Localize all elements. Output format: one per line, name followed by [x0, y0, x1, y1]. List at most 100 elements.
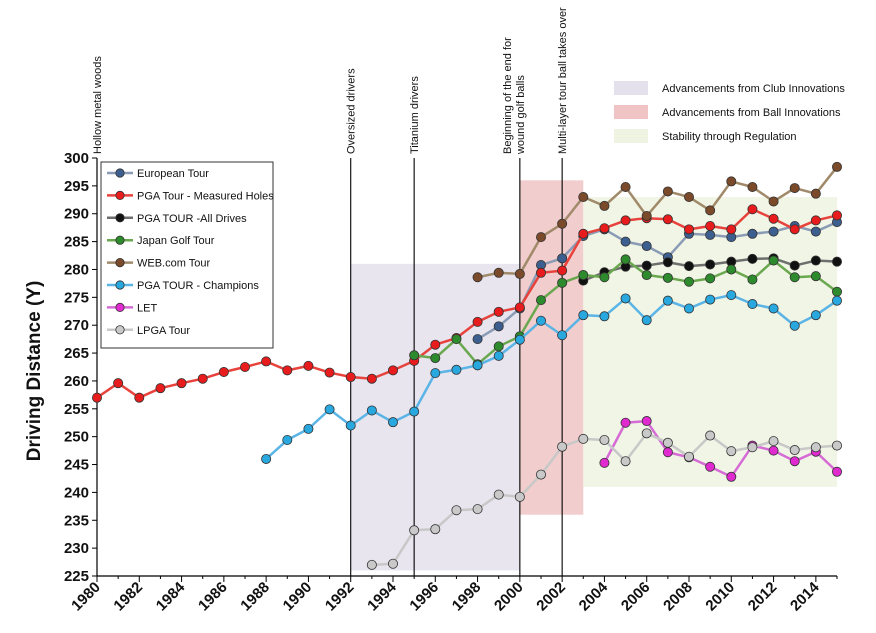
data-point — [810, 442, 821, 453]
data-point — [451, 364, 462, 375]
zone-legend-label-0: Advancements from Club Innovations — [662, 83, 845, 95]
data-point — [493, 306, 504, 317]
data-point — [387, 365, 398, 376]
data-point — [113, 378, 124, 389]
data-point — [768, 445, 779, 456]
x-tick-label: 2014 — [787, 578, 823, 614]
data-point — [747, 181, 758, 192]
y-tick-label: 225 — [64, 568, 89, 585]
data-point — [387, 558, 398, 569]
annotation-label-3: wound golf balls — [515, 75, 527, 155]
x-tick-label: 1998 — [449, 579, 485, 615]
series-layer — [92, 161, 843, 570]
data-point — [768, 436, 779, 447]
data-point — [768, 213, 779, 224]
data-point — [789, 183, 800, 194]
data-point — [409, 406, 420, 417]
data-point — [789, 445, 800, 456]
legend-entry-0: European Tour — [137, 168, 209, 180]
data-point — [832, 295, 843, 306]
data-point — [747, 442, 758, 453]
data-point — [662, 272, 673, 283]
x-tick-label: 2010 — [702, 579, 738, 615]
data-point — [747, 274, 758, 285]
data-point — [726, 264, 737, 275]
data-point — [536, 267, 547, 278]
data-point — [599, 435, 610, 446]
zone-legend-swatch-2 — [614, 129, 648, 143]
x-tick-label: 1988 — [237, 579, 273, 615]
data-point — [430, 368, 441, 379]
x-tick-label: 1994 — [364, 578, 400, 614]
data-point — [641, 210, 652, 221]
data-point — [514, 491, 525, 502]
data-point — [493, 489, 504, 500]
data-point — [705, 220, 716, 231]
legend-marker-5 — [115, 280, 125, 290]
data-point — [662, 186, 673, 197]
legend-marker-3 — [115, 235, 125, 245]
x-tick-label: 1982 — [110, 579, 146, 615]
x-tick-label: 1992 — [322, 579, 358, 615]
data-point — [662, 295, 673, 306]
data-point — [705, 229, 716, 240]
data-point — [493, 321, 504, 332]
data-point — [726, 176, 737, 187]
x-tick-label: 1986 — [195, 579, 231, 615]
data-point — [578, 310, 589, 321]
data-point — [768, 226, 779, 237]
data-point — [430, 353, 441, 364]
data-point — [810, 215, 821, 226]
data-point — [599, 457, 610, 468]
x-tick-label: 2004 — [576, 578, 612, 614]
data-point — [536, 232, 547, 243]
data-point — [620, 293, 631, 304]
data-point — [684, 303, 695, 314]
data-point — [557, 265, 568, 276]
data-point — [324, 367, 335, 378]
data-point — [620, 456, 631, 467]
data-point — [451, 334, 462, 345]
data-point — [768, 196, 779, 207]
data-point — [599, 311, 610, 322]
legend-marker-0 — [115, 168, 125, 178]
data-point — [536, 469, 547, 480]
data-point — [345, 420, 356, 431]
data-point — [557, 218, 568, 229]
y-tick-label: 275 — [64, 289, 89, 306]
data-point — [409, 525, 420, 536]
data-point — [536, 295, 547, 306]
y-tick-label: 260 — [64, 373, 89, 390]
y-tick-label: 255 — [64, 401, 89, 418]
x-tick-label: 1984 — [153, 578, 189, 614]
data-point — [366, 373, 377, 384]
data-point — [387, 417, 398, 428]
annotation-label-2: Titanium drivers — [409, 76, 421, 154]
annotation-label-3: Beginning of the end for — [502, 37, 514, 154]
data-point — [768, 303, 779, 314]
data-point — [620, 215, 631, 226]
data-point — [747, 228, 758, 239]
data-point — [599, 272, 610, 283]
data-point — [768, 255, 779, 266]
data-point — [726, 290, 737, 301]
data-point — [789, 272, 800, 283]
data-point — [514, 302, 525, 313]
data-point — [366, 559, 377, 570]
x-tick-label: 2006 — [618, 579, 654, 615]
data-point — [620, 181, 631, 192]
legend-marker-2 — [115, 213, 125, 223]
legend-entry-4: WEB.com Tour — [137, 258, 210, 270]
data-point — [578, 433, 589, 444]
data-point — [641, 260, 652, 271]
legend: European Tour PGA Tour - Measured Holes PG… — [100, 161, 274, 349]
data-point — [472, 360, 483, 371]
zone-legend-swatch-0 — [614, 81, 648, 95]
data-point — [451, 505, 462, 516]
legend-box — [100, 161, 274, 349]
data-point — [789, 260, 800, 271]
data-point — [620, 254, 631, 265]
data-point — [810, 255, 821, 266]
data-point — [620, 236, 631, 247]
data-point — [409, 350, 420, 361]
